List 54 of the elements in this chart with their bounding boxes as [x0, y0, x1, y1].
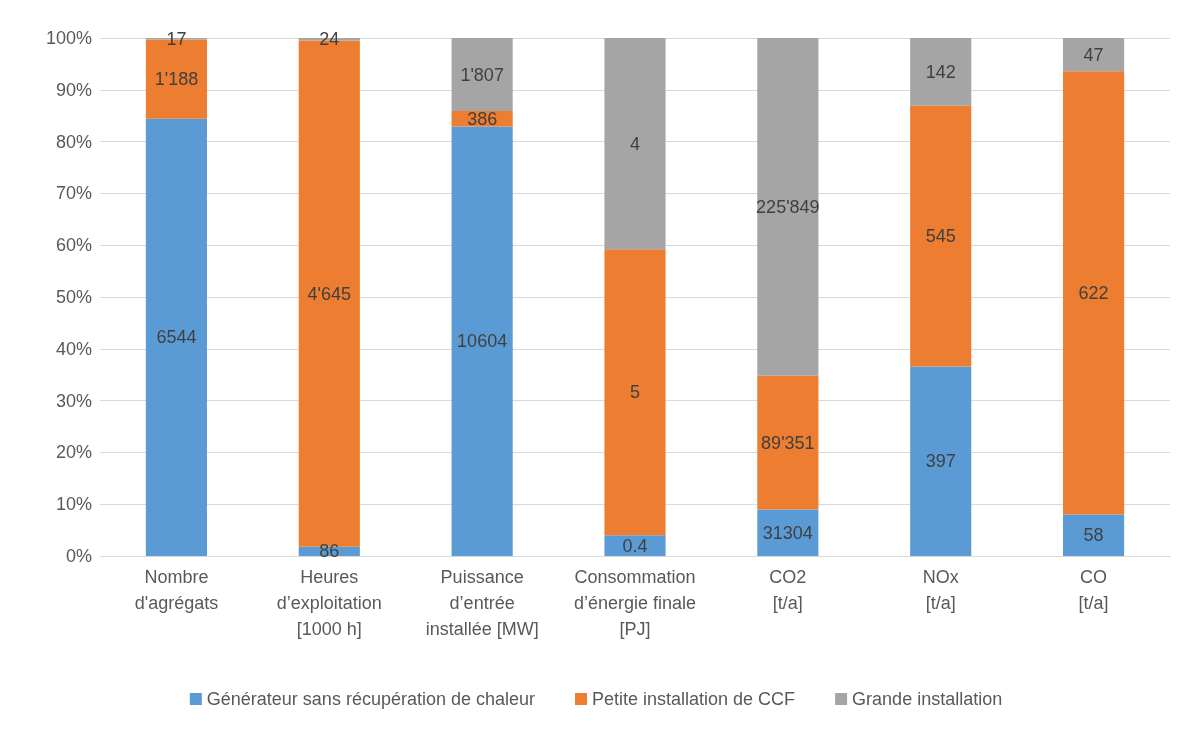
annotation: 1'188	[154, 69, 199, 90]
x-tick-label: Puissance d’entrée installée [MW]	[425, 567, 539, 639]
y-tick-label: 100%	[45, 28, 92, 48]
annotation: 5	[629, 382, 641, 403]
y-tick-label: 20%	[55, 442, 92, 463]
annotation: 89'351	[761, 432, 815, 453]
annotation: 225'849	[756, 196, 820, 217]
annotation: 397	[925, 451, 956, 472]
annotation: 622	[1078, 282, 1109, 303]
x-tick-label: Consommation d’énergie finale [PJ]	[573, 567, 697, 639]
y-tick-label: 50%	[55, 287, 92, 307]
annotation: 386	[467, 108, 498, 129]
annotation: 17	[166, 28, 187, 49]
annotation: 142	[925, 61, 956, 82]
legend-label: Grande installation	[852, 689, 1003, 709]
y-tick-label: 60%	[55, 235, 92, 256]
legend-label: Générateur sans récupération de chaleur	[206, 689, 536, 709]
y-tick-label: 80%	[55, 131, 92, 152]
annotation: 10604	[457, 331, 508, 352]
annotation: 4	[629, 133, 641, 154]
annotation: 1'807	[460, 64, 504, 85]
annotation: 6544	[156, 327, 197, 348]
annotation: 4'645	[307, 283, 352, 304]
y-tick-label: 0%	[65, 546, 92, 566]
x-tick-label: Heures d’exploitation [1000 h]	[276, 567, 382, 639]
bar	[757, 38, 819, 376]
y-tick-label: 10%	[55, 494, 92, 515]
x-tick-label: CO2 [t/a]	[769, 567, 807, 613]
x-tick-label: Nombre d'agrégats	[134, 567, 219, 613]
bar	[910, 105, 972, 367]
legend-label: Petite installation de CCF	[592, 689, 796, 709]
y-tick-label: 90%	[55, 79, 92, 100]
bar	[910, 366, 972, 556]
bar	[604, 38, 666, 250]
bar	[910, 38, 972, 106]
bar	[451, 126, 513, 556]
bar	[1063, 514, 1125, 556]
bar	[145, 118, 207, 556]
annotation: 58	[1083, 525, 1104, 546]
x-tick-label: CO [t/a]	[1078, 567, 1109, 613]
annotation: 0.4	[622, 535, 648, 556]
y-tick-label: 40%	[55, 338, 92, 359]
bar	[1063, 71, 1125, 515]
y-tick-label: 30%	[55, 390, 92, 411]
bar	[451, 38, 513, 112]
x-tick-label: NOx [t/a]	[922, 567, 959, 613]
annotation: 545	[925, 226, 956, 247]
bar	[757, 375, 819, 510]
bar	[1063, 38, 1125, 72]
bar	[604, 535, 666, 556]
annotation: 47	[1083, 44, 1104, 65]
bar	[604, 249, 666, 536]
y-tick-label: 70%	[55, 183, 92, 204]
annotation: 31304	[762, 522, 813, 543]
